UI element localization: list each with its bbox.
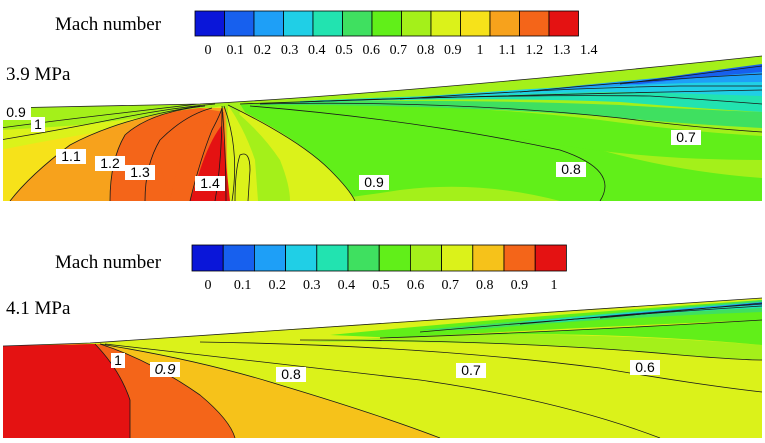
legend-top-color-swatch xyxy=(253,10,284,37)
legend-bottom-tick-label: 0.6 xyxy=(407,278,425,293)
legend-top-tick-label: 0.5 xyxy=(335,43,353,58)
legend-bottom-tick-label: 0.7 xyxy=(441,278,459,293)
legend-bottom-tick-label: 0 xyxy=(205,278,212,293)
legend-top: Mach number 0 0.1 0.2 0.3 0.4 0.5 0.6 0.7 0.8 0.9… xyxy=(55,10,598,58)
legend-bottom-color-swatch xyxy=(378,244,411,272)
legend-top-tick-label: 0.1 xyxy=(226,43,244,58)
contour-label-background xyxy=(125,165,155,180)
contour-label-background xyxy=(359,175,389,190)
contour-label-background xyxy=(456,363,486,378)
legend-top-color-swatch xyxy=(519,10,550,37)
legend-bottom-tick-label: 0.5 xyxy=(372,278,390,293)
legend-top-title: Mach number xyxy=(55,14,162,35)
contour-label-background xyxy=(195,176,225,191)
contour-label: 1.2 xyxy=(100,155,120,171)
legend-top-color-swatch xyxy=(371,10,402,37)
legend-bottom-tick-label: 0.4 xyxy=(338,278,356,293)
contour-label-background xyxy=(630,360,660,375)
contour-field-top: 0.9 1 1.1 1.2 1.3 1.4 0.9 0.8 0.7 xyxy=(1,55,763,201)
legend-top-tick-label: 0.2 xyxy=(254,43,272,58)
legend-top-color-swatch xyxy=(342,10,373,37)
legend-top-tick-label: 0.8 xyxy=(417,43,435,58)
contour-labels-top: 0.9 1 1.1 1.2 1.3 1.4 0.9 0.8 0.7 xyxy=(1,104,701,191)
contour-label-background xyxy=(31,117,45,132)
contour-label: 0.7 xyxy=(461,362,481,378)
contour-label: 0.8 xyxy=(561,161,581,177)
contour-label-background xyxy=(95,156,125,171)
legend-bottom-tick-label: 0.3 xyxy=(303,278,321,293)
contour-label-background xyxy=(556,162,586,177)
contour-label-background xyxy=(1,105,31,120)
legend-bottom-color-swatch xyxy=(347,244,380,272)
contour-label: 0.8 xyxy=(281,366,301,382)
legend-top-color-swatch xyxy=(312,10,343,37)
legend-bottom-tick-label: 0.8 xyxy=(476,278,494,293)
contour-label: 1.3 xyxy=(130,164,150,180)
legend-bottom-color-swatch xyxy=(222,244,255,272)
legend-bottom-color-swatch xyxy=(285,244,318,272)
legend-bottom-ticks: 0 0.1 0.2 0.3 0.4 0.5 0.6 0.7 0.8 0.9 1 xyxy=(205,278,558,293)
contour-label: 1 xyxy=(114,352,122,368)
panel-bottom-pressure-label: 4.1 MPa xyxy=(6,298,71,319)
contour-label: 0.7 xyxy=(676,129,696,145)
legend-top-color-swatch xyxy=(430,10,461,37)
legend-bottom-color-swatch xyxy=(191,244,224,272)
contour-label: 0.9 xyxy=(364,174,384,190)
legend-bottom-color-swatch xyxy=(441,244,474,272)
contour-label-background xyxy=(150,362,180,377)
legend-bottom-color-swatch xyxy=(472,244,505,272)
legend-top-ticks: 0 0.1 0.2 0.3 0.4 0.5 0.6 0.7 0.8 0.9 1 1.1 1.2 1.3 1.… xyxy=(205,43,598,58)
legend-top-tick-label: 0.3 xyxy=(281,43,299,58)
legend-top-colorbar xyxy=(194,10,579,37)
legend-top-tick-label: 1.2 xyxy=(526,43,544,58)
contour-label: 0.6 xyxy=(635,359,655,375)
legend-bottom-color-swatch xyxy=(316,244,349,272)
legend-bottom-tick-label: 0.2 xyxy=(268,278,286,293)
legend-top-color-swatch xyxy=(224,10,255,37)
contour-label: 1 xyxy=(34,116,42,132)
contour-label-background xyxy=(276,367,306,382)
legend-bottom-colorbar xyxy=(191,244,567,272)
legend-bottom-color-swatch xyxy=(534,244,567,272)
legend-bottom-color-swatch xyxy=(253,244,286,272)
contour-label-background xyxy=(111,353,125,368)
legend-top-tick-label: 1.1 xyxy=(498,43,516,58)
legend-top-color-swatch xyxy=(548,10,579,37)
legend-top-tick-label: 0.6 xyxy=(362,43,380,58)
legend-top-tick-label: 1.4 xyxy=(580,43,598,58)
contour-label: 1.1 xyxy=(61,148,81,164)
contour-label: 0.9 xyxy=(6,104,26,120)
legend-top-tick-label: 1 xyxy=(477,43,484,58)
contour-label: 1.4 xyxy=(200,175,220,191)
contour-label-background xyxy=(56,149,86,164)
legend-top-color-swatch xyxy=(460,10,491,37)
contour-label-background xyxy=(671,130,701,145)
legend-bottom-tick-label: 0.9 xyxy=(511,278,529,293)
legend-top-color-swatch xyxy=(283,10,314,37)
contour-field-bottom: 1 0.9 0.8 0.7 0.6 xyxy=(2,297,763,438)
contour-label: 0.9 xyxy=(155,361,177,378)
legend-top-color-swatch xyxy=(194,10,225,37)
panel-top-pressure-label: 3.9 MPa xyxy=(6,64,71,85)
legend-bottom-title: Mach number xyxy=(55,252,162,273)
legend-bottom-color-swatch xyxy=(409,244,442,272)
legend-top-tick-label: 0 xyxy=(205,43,212,58)
legend-top-tick-label: 0.4 xyxy=(308,43,326,58)
legend-bottom-tick-label: 0.1 xyxy=(234,278,252,293)
legend-bottom-tick-label: 1 xyxy=(551,278,558,293)
legend-top-tick-label: 0.7 xyxy=(390,43,408,58)
legend-top-tick-label: 0.9 xyxy=(444,43,462,58)
legend-top-color-swatch xyxy=(489,10,520,37)
contour-labels-bottom: 1 0.9 0.8 0.7 0.6 xyxy=(111,352,660,382)
legend-top-tick-label: 1.3 xyxy=(553,43,571,58)
legend-bottom: Mach number 0 0.1 0.2 0.3 0.4 0.5 0.6 0.7 0.8 0.9… xyxy=(55,244,567,293)
legend-top-color-swatch xyxy=(401,10,432,37)
legend-bottom-color-swatch xyxy=(503,244,536,272)
